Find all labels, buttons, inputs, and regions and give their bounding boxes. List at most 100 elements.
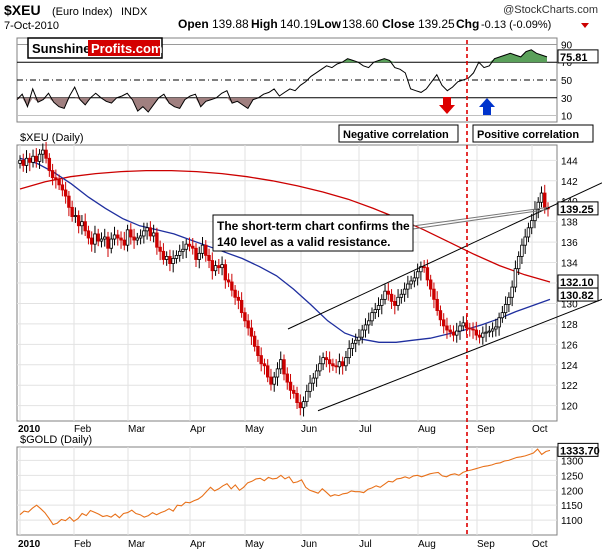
candle-body <box>360 329 364 338</box>
candle-body <box>422 266 426 269</box>
candle-body <box>516 256 521 270</box>
candle-body <box>164 256 169 260</box>
header-source: @StockCharts.com <box>503 4 598 16</box>
candle-body <box>18 159 22 164</box>
candle-body <box>275 368 280 378</box>
annotation-note-line1: The short-term chart confirms the <box>217 219 410 233</box>
gold-tick-label: 1250 <box>561 471 584 482</box>
candle-body <box>184 243 188 250</box>
candle-body <box>484 331 488 334</box>
candle-body <box>73 215 78 217</box>
high-value: 140.19 <box>280 17 317 31</box>
price-tick-label: 130 <box>561 299 578 310</box>
annotation-note-line2: 140 level as a valid resistance. <box>217 235 390 249</box>
candle-body <box>503 304 508 314</box>
candle-body <box>474 329 478 336</box>
gold-x-label: Sep <box>477 539 495 550</box>
candle-body <box>399 293 404 298</box>
candle-body <box>445 325 449 331</box>
candle-body <box>47 157 52 171</box>
gold-tick-label: 1200 <box>561 486 584 497</box>
price-tick-label: 120 <box>561 402 578 413</box>
candle-body <box>178 250 182 256</box>
gold-x-label: Oct <box>532 539 548 550</box>
price-x-label: Feb <box>74 424 92 435</box>
candle-body <box>256 345 260 356</box>
candle-body <box>207 254 211 261</box>
price-last-label-box <box>557 201 599 216</box>
candle-body <box>438 310 443 321</box>
candle-body <box>292 389 296 394</box>
price-plot: 120122124126128130132134136138140142144$… <box>17 132 602 435</box>
price-x-label: Aug <box>418 424 436 435</box>
negative-correlation-box <box>338 124 459 143</box>
logo-text-profits: Profits.com <box>91 41 163 56</box>
candle-body <box>106 236 110 249</box>
candle-body <box>442 319 446 327</box>
corr-tick-label: 10 <box>561 112 573 123</box>
candle-body <box>80 221 84 227</box>
candle-body <box>402 288 407 295</box>
candle-body <box>526 227 531 238</box>
candle-body <box>497 317 501 328</box>
candle-body <box>151 232 156 237</box>
candle-body <box>41 149 45 155</box>
candle-body <box>174 254 179 259</box>
candle-body <box>86 230 91 239</box>
candle-body <box>90 237 94 245</box>
candle-body <box>458 325 462 332</box>
candle-body <box>31 155 35 163</box>
gold-x-label: Mar <box>128 539 146 550</box>
candle-body <box>119 237 123 241</box>
candle-body <box>396 296 400 306</box>
ma-short-last-label-box <box>557 287 599 302</box>
candle-body <box>298 402 302 409</box>
candle-body <box>138 235 143 239</box>
candle-body <box>305 390 309 402</box>
candle-body <box>311 377 316 384</box>
candle-body <box>350 342 355 349</box>
candle-body <box>301 401 306 409</box>
candle-body <box>409 280 413 285</box>
candle-body <box>425 267 430 281</box>
corr-tick-label: 30 <box>561 94 573 105</box>
chg-value: -0.13 (-0.09%) <box>481 19 551 31</box>
header-exchange: INDX <box>121 6 148 18</box>
price-panel-title: $XEU (Daily) <box>20 132 84 144</box>
candle-body <box>308 382 312 392</box>
candle-body <box>279 359 283 370</box>
candle-body <box>125 229 130 246</box>
candle-body <box>246 320 250 329</box>
price-x-label: May <box>245 424 264 435</box>
price-tick-label: 128 <box>561 320 578 331</box>
candle-body <box>220 264 224 269</box>
gold-tick-label: 1150 <box>561 501 583 512</box>
price-tick-label: 134 <box>561 259 578 270</box>
close-value: 139.25 <box>418 17 455 31</box>
candle-body <box>354 339 358 344</box>
gold-plot: 1100 1150 1200 1250 1300 $GOLD (Daily) 1333.70… <box>17 434 600 550</box>
candle-body <box>295 392 299 403</box>
close-label: Close <box>382 17 415 31</box>
price-tick-label: 136 <box>561 238 578 249</box>
candle-body <box>507 296 511 305</box>
candle-body <box>37 153 42 162</box>
price-x-label: Sep <box>477 424 495 435</box>
high-label: High <box>251 17 278 31</box>
candle-body <box>272 376 276 385</box>
candle-body <box>380 298 384 306</box>
candle-body <box>314 370 319 379</box>
candle-body <box>200 244 205 254</box>
corr-tick-label: 70 <box>561 58 573 69</box>
candle-body <box>129 229 133 238</box>
candle-body <box>481 332 485 338</box>
candle-body <box>259 355 263 365</box>
candle-body <box>239 299 244 314</box>
corr-positive-fill <box>17 49 547 63</box>
candle-body <box>21 159 25 166</box>
candle-body <box>155 232 159 248</box>
candle-body <box>327 359 332 365</box>
candle-body <box>210 260 214 272</box>
positive-correlation-label: Positive correlation <box>477 129 579 141</box>
